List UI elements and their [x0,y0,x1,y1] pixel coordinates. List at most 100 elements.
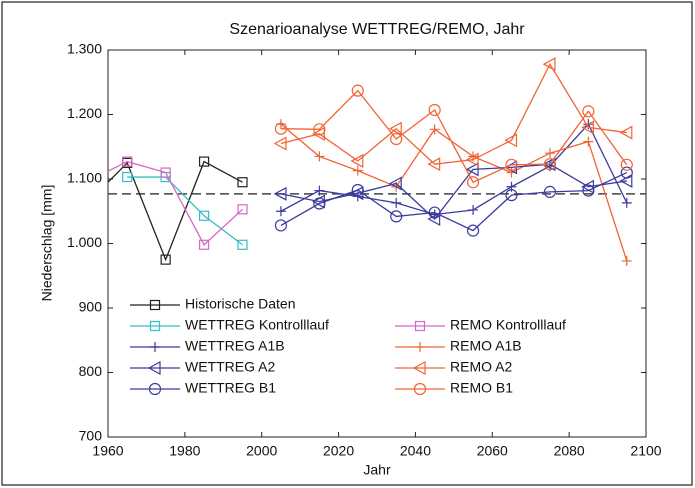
legend-marker [150,342,160,352]
legend-label: WETTREG A2 [185,359,275,375]
marker [427,157,441,172]
marker [620,166,633,179]
marker [390,132,403,146]
legend-marker [149,299,161,311]
marker [314,151,325,162]
legend-label: WETTREG Kontrolllauf [185,317,329,333]
x-tick-label: 2100 [630,443,661,459]
plot-layer [84,57,646,266]
legend-label: REMO B1 [450,380,513,396]
legend-label: WETTREG A1B [185,338,285,354]
series-line [280,123,628,262]
marker [466,176,480,189]
marker [160,254,171,265]
marker [313,197,326,210]
x-tick-label: 2080 [554,443,585,459]
legend-label: REMO A2 [450,359,512,375]
x-tick-label: 2020 [323,443,354,459]
x-tick-label: 1960 [92,443,123,459]
marker [429,124,440,135]
marker [237,204,248,215]
marker [122,171,133,183]
y-tick-label: 1.300 [67,41,102,57]
marker [391,197,402,208]
marker [621,197,632,208]
legend-label: WETTREG B1 [185,380,276,396]
marker [237,239,248,250]
legend-label: REMO Kontrolllauf [450,317,566,333]
y-tick-label: 1.200 [67,105,102,121]
marker [427,211,441,227]
x-axis-label: Jahr [363,462,391,478]
legend-marker [413,382,427,396]
chart-title: Szenarioanalyse WETTREG/REMO, Jahr [229,21,525,38]
series-line [127,176,243,246]
marker [198,156,210,167]
marker [198,239,210,250]
marker [273,186,287,201]
marker [465,152,479,167]
y-tick-label: 700 [79,428,103,444]
series-line [280,171,628,232]
marker [351,84,364,97]
marker [274,219,288,232]
y-tick-label: 1.000 [67,234,102,250]
marker [505,189,518,202]
marker [198,210,210,221]
legend-marker [414,320,426,332]
y-axis-label: Niederschlag [mm] [39,185,55,302]
marker [313,123,326,136]
marker [465,162,479,177]
series-line [280,89,628,184]
y-tick-label: 800 [79,363,103,379]
marker [581,179,594,194]
marker [582,105,595,118]
series-line [280,62,627,165]
x-tick-label: 2040 [400,443,431,459]
series-line [108,160,243,262]
marker [621,255,632,266]
marker [428,206,441,219]
marker [543,158,557,171]
marker [274,122,288,135]
marker [352,165,363,176]
marker [583,136,594,147]
marker [273,136,287,151]
y-tick-label: 1.100 [67,170,102,186]
marker [581,120,594,135]
marker [582,184,595,197]
marker [505,158,518,171]
marker [388,121,402,136]
marker [390,210,403,223]
legend-label: REMO A1B [450,338,522,354]
legend-label: Historische Daten [185,296,296,312]
marker [160,167,171,178]
marker [544,148,555,159]
marker [468,204,479,215]
y-tick-label: 900 [79,299,103,315]
x-tick-label: 1980 [169,443,200,459]
marker [388,176,402,191]
legend-marker [412,360,426,376]
marker [314,185,325,196]
marker [428,103,441,117]
marker [237,177,248,188]
legend-marker [149,320,161,332]
series-line [108,160,243,246]
x-tick-label: 2000 [246,443,277,459]
legend-marker [148,382,162,396]
marker [350,153,364,168]
legend-marker [147,360,161,376]
marker [543,185,557,198]
marker [122,156,133,167]
marker [351,183,364,197]
marker [620,158,633,171]
marker [84,197,93,206]
series-line [280,123,628,216]
marker [542,57,556,72]
marker [619,125,633,140]
legend-marker [415,342,425,352]
marker [312,126,325,141]
